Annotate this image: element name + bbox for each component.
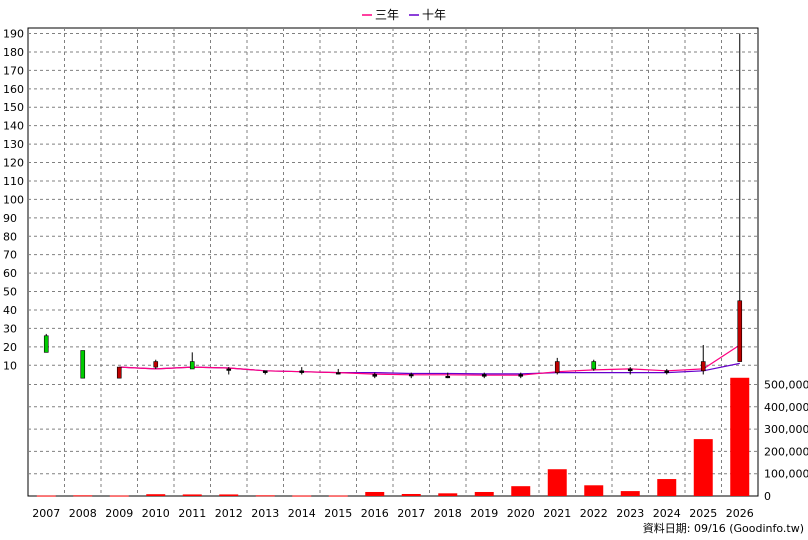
- year-tick-label: 2014: [288, 507, 316, 520]
- data-date-footer: 資料日期: 09/16 (Goodinfo.tw): [643, 521, 804, 535]
- volume-bar: [657, 479, 677, 496]
- legend-label-ten-year: 十年: [422, 8, 446, 22]
- volume-bar: [109, 495, 129, 497]
- price-tick-label: 50: [3, 286, 17, 299]
- volume-bar: [474, 491, 494, 496]
- price-tick-label: 20: [3, 341, 17, 354]
- price-tick-label: 110: [3, 175, 24, 188]
- year-tick-label: 2023: [616, 507, 644, 520]
- year-tick-label: 2010: [142, 507, 170, 520]
- price-tick-label: 150: [3, 101, 24, 114]
- candle-body: [445, 376, 451, 379]
- year-tick-label: 2013: [251, 507, 279, 520]
- candle-body: [627, 368, 633, 372]
- candle-body: [554, 361, 560, 373]
- candle-body: [153, 361, 159, 368]
- candle-body: [43, 335, 49, 353]
- price-tick-label: 100: [3, 193, 24, 206]
- plot-area: 10 20 30 40 50 60 70 80 90 100 110 120 130 140 150 160 1…: [3, 27, 808, 520]
- candle-body: [408, 374, 414, 377]
- candle-body: [737, 300, 743, 362]
- volume-tick-label: 300,000: [764, 423, 808, 436]
- candle-body: [518, 374, 524, 377]
- price-tick-label: 60: [3, 267, 17, 280]
- year-tick-label: 2022: [580, 507, 608, 520]
- year-tick-label: 2009: [105, 507, 133, 520]
- volume-tick-label: 0: [764, 490, 771, 503]
- legend: 三年 十年: [362, 8, 446, 22]
- volume-bar: [547, 469, 567, 496]
- year-tick-label: 2011: [178, 507, 206, 520]
- price-tick-label: 80: [3, 230, 17, 243]
- price-tick-label: 90: [3, 212, 17, 225]
- year-tick-label: 2007: [32, 507, 60, 520]
- year-tick-label: 2026: [726, 507, 754, 520]
- year-tick-label: 2025: [689, 507, 717, 520]
- volume-tick-label: 400,000: [764, 401, 808, 414]
- year-tick-label: 2024: [653, 507, 681, 520]
- price-tick-label: 190: [3, 28, 24, 41]
- legend-label-three-year: 三年: [375, 8, 399, 22]
- volume-tick-label: 100,000: [764, 468, 808, 481]
- candle-body: [664, 370, 670, 373]
- volume-bar: [401, 493, 421, 496]
- year-tick-label: 2021: [543, 507, 571, 520]
- price-tick-label: 120: [3, 157, 24, 170]
- candle-body: [335, 372, 341, 375]
- volume-bar: [36, 495, 56, 497]
- volume-bar: [219, 494, 239, 496]
- year-tick-label: 2017: [397, 507, 425, 520]
- candle-body: [116, 366, 122, 379]
- candle-body: [481, 374, 487, 377]
- candle-body: [226, 368, 232, 371]
- year-tick-label: 2015: [324, 507, 352, 520]
- volume-bar: [73, 495, 93, 497]
- price-tick-label: 160: [3, 83, 24, 96]
- volume-bar: [292, 495, 312, 497]
- price-tick-label: 30: [3, 322, 17, 335]
- volume-tick-label: 200,000: [764, 445, 808, 458]
- candle-body: [299, 370, 305, 373]
- volume-bar: [365, 491, 385, 496]
- year-tick-label: 2008: [69, 507, 97, 520]
- volume-bar: [511, 486, 531, 496]
- candle-body: [80, 350, 86, 379]
- volume-bar: [620, 491, 640, 496]
- volume-bar: [584, 485, 604, 496]
- year-tick-label: 2019: [470, 507, 498, 520]
- price-tick-label: 70: [3, 249, 17, 262]
- price-tick-label: 170: [3, 64, 24, 77]
- candle-body: [591, 361, 597, 370]
- volume-bar: [255, 495, 275, 497]
- candle-body: [189, 361, 195, 370]
- candle-body: [372, 374, 378, 377]
- volume-bar: [438, 493, 458, 496]
- candle-body: [262, 370, 268, 373]
- price-tick-label: 40: [3, 304, 17, 317]
- year-tick-label: 2020: [507, 507, 535, 520]
- candle-body: [700, 361, 706, 372]
- volume-bar: [730, 377, 750, 496]
- volume-bar: [146, 494, 166, 496]
- price-tick-label: 130: [3, 138, 24, 151]
- ma-line-three-year: [119, 344, 741, 376]
- year-tick-label: 2012: [215, 507, 243, 520]
- price-tick-label: 140: [3, 120, 24, 133]
- volume-tick-label: 500,000: [764, 378, 808, 391]
- volume-bar: [182, 494, 202, 496]
- year-tick-label: 2016: [361, 507, 389, 520]
- volume-bar: [693, 439, 713, 496]
- year-tick-label: 2018: [434, 507, 462, 520]
- price-tick-label: 180: [3, 46, 24, 59]
- volume-bar: [328, 495, 348, 497]
- price-tick-label: 10: [3, 359, 17, 372]
